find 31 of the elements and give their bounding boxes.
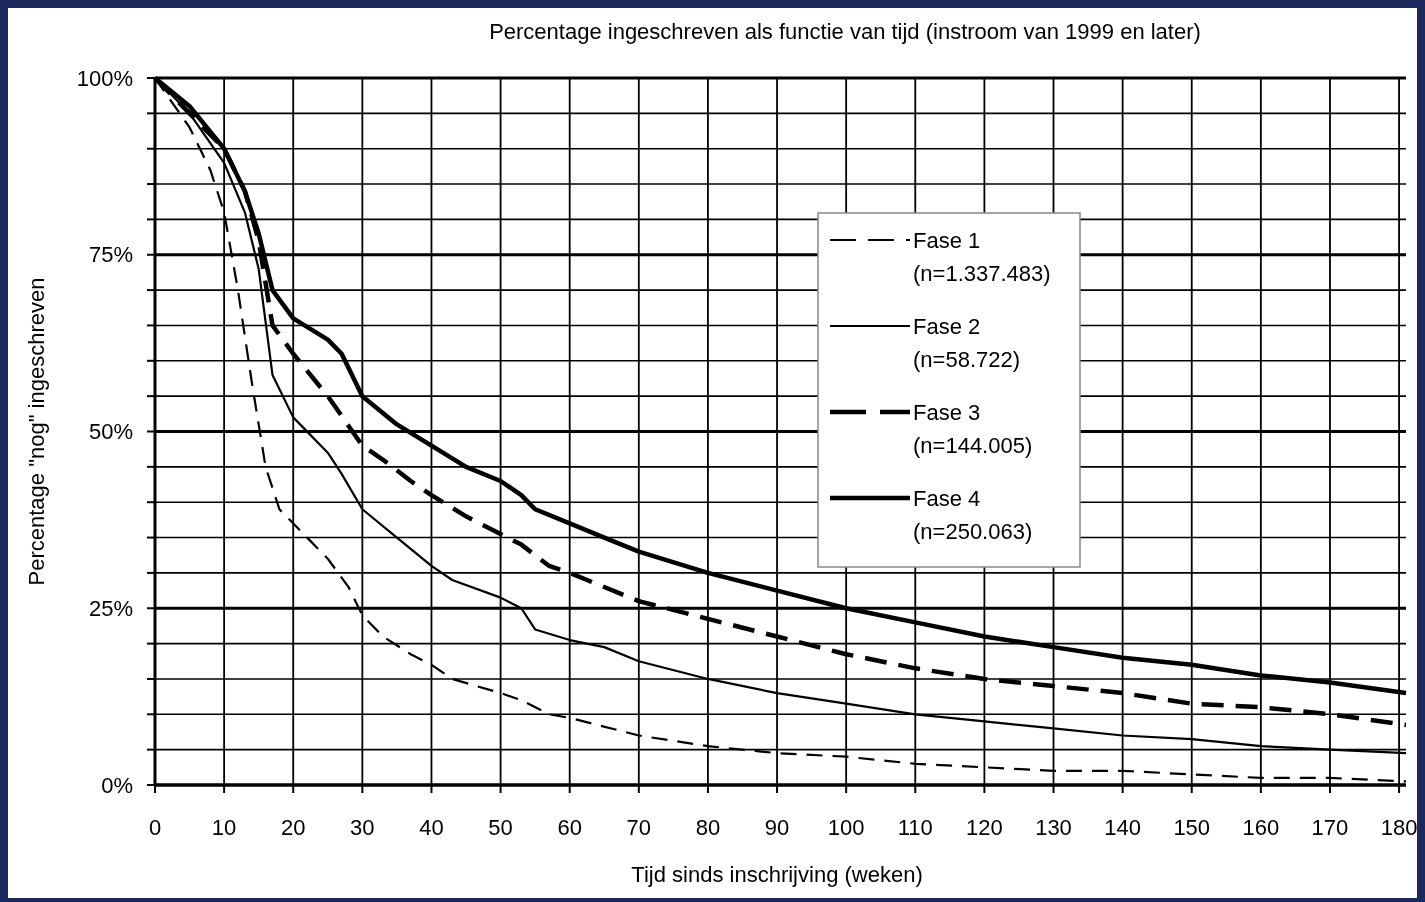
x-tick-label: 60 [557, 815, 582, 840]
x-tick-label: 0 [148, 815, 162, 840]
x-tick-label: 150 [1173, 815, 1211, 840]
y-axis-title: Percentage "nog" ingeschreven [24, 277, 49, 586]
legend-label: Fase 1 (n=1.337.483) [913, 227, 1051, 286]
y-tick-label: 25% [88, 595, 133, 621]
x-tick-label: 10 [211, 815, 237, 840]
legend-label: Fase 2 (n=58.722) [913, 313, 1021, 372]
x-tick-label: 70 [626, 815, 652, 840]
x-tick-label: 140 [1104, 815, 1141, 840]
x-tick-label: 20 [280, 815, 306, 840]
x-tick-label: 50 [488, 815, 513, 840]
y-tick-label: 50% [88, 419, 133, 445]
legend-label: Fase 4 (n=250.063) [913, 485, 1033, 544]
x-tick-label: 110 [897, 815, 933, 840]
x-tick-label: 30 [350, 815, 375, 840]
y-tick-label: 100% [76, 65, 133, 91]
y-tick-label: 75% [88, 242, 133, 268]
x-tick-label: 40 [419, 815, 444, 840]
y-tick-label: 0% [101, 772, 133, 798]
chart-title: Percentage ingeschreven als functie van tijd (instroom van 1999 en later) [489, 19, 1201, 44]
x-tick-label: 120 [966, 815, 1003, 840]
legend-label: Fase 3 (n=144.005) [913, 399, 1033, 458]
x-tick-label: 170 [1311, 815, 1349, 840]
x-tick-label: 100 [827, 815, 865, 840]
x-tick-label: 80 [695, 815, 721, 840]
x-axis-title: Tijd sinds inschrijving (weken) [631, 862, 923, 887]
x-tick-label: 160 [1242, 815, 1280, 840]
x-tick-label: 130 [1035, 815, 1072, 840]
x-tick-label: 90 [764, 815, 790, 840]
x-tick-label: 180 [1380, 815, 1418, 840]
